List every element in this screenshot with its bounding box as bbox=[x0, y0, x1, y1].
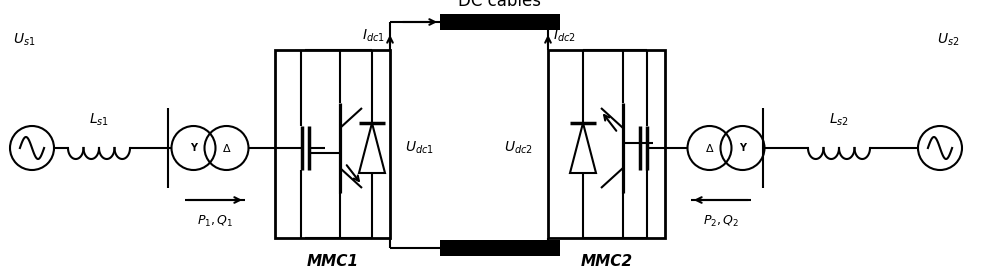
Text: MMC2: MMC2 bbox=[580, 254, 633, 266]
Text: DC cables: DC cables bbox=[458, 0, 542, 10]
Text: $P_2,Q_2$: $P_2,Q_2$ bbox=[703, 214, 739, 229]
Text: $P_1,Q_1$: $P_1,Q_1$ bbox=[197, 214, 233, 229]
Text: $L_{s2}$: $L_{s2}$ bbox=[829, 112, 849, 128]
Text: $\Delta$: $\Delta$ bbox=[222, 142, 231, 154]
Text: $\Delta$: $\Delta$ bbox=[705, 142, 714, 154]
Bar bbox=[275, 50, 390, 238]
Text: $L_{s1}$: $L_{s1}$ bbox=[89, 112, 109, 128]
Text: $I_{dc2}$: $I_{dc2}$ bbox=[553, 28, 576, 44]
Text: Y: Y bbox=[190, 143, 197, 153]
Text: $U_{dc1}$: $U_{dc1}$ bbox=[405, 140, 434, 156]
Text: $U_{dc2}$: $U_{dc2}$ bbox=[504, 140, 533, 156]
Text: $U_{s2}$: $U_{s2}$ bbox=[937, 32, 959, 48]
Text: Y: Y bbox=[739, 143, 746, 153]
Text: $U_{s1}$: $U_{s1}$ bbox=[13, 32, 35, 48]
Bar bbox=[440, 240, 560, 256]
Bar bbox=[440, 14, 560, 30]
Text: MMC1: MMC1 bbox=[306, 254, 359, 266]
Text: $I_{dc1}$: $I_{dc1}$ bbox=[362, 28, 385, 44]
Bar bbox=[548, 50, 665, 238]
